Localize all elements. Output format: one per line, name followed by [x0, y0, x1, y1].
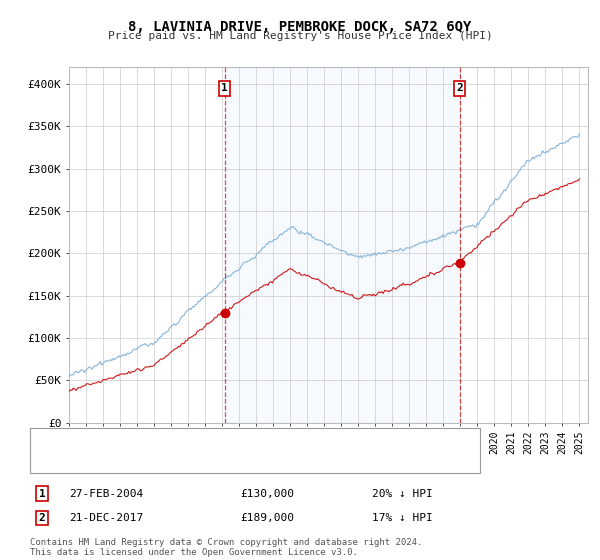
Text: Price paid vs. HM Land Registry's House Price Index (HPI): Price paid vs. HM Land Registry's House … — [107, 31, 493, 41]
Bar — [225, 67, 460, 423]
Text: £130,000: £130,000 — [240, 489, 294, 499]
Text: 20% ↓ HPI: 20% ↓ HPI — [372, 489, 433, 499]
Text: HPI: Average price, detached house, Pembrokeshire: HPI: Average price, detached house, Pemb… — [93, 456, 399, 466]
Text: 8, LAVINIA DRIVE, PEMBROKE DOCK, SA72 6QY: 8, LAVINIA DRIVE, PEMBROKE DOCK, SA72 6Q… — [128, 20, 472, 34]
Text: 17% ↓ HPI: 17% ↓ HPI — [372, 513, 433, 523]
Text: 27-FEB-2004: 27-FEB-2004 — [69, 489, 143, 499]
Text: 2: 2 — [457, 83, 463, 94]
Text: £189,000: £189,000 — [240, 513, 294, 523]
Text: 21-DEC-2017: 21-DEC-2017 — [69, 513, 143, 523]
Text: Contains HM Land Registry data © Crown copyright and database right 2024.
This d: Contains HM Land Registry data © Crown c… — [30, 538, 422, 557]
Text: 8, LAVINIA DRIVE, PEMBROKE DOCK, SA72 6QY (detached house): 8, LAVINIA DRIVE, PEMBROKE DOCK, SA72 6Q… — [93, 436, 455, 446]
Text: 1: 1 — [221, 83, 228, 94]
Text: 2: 2 — [38, 513, 46, 523]
Text: 1: 1 — [38, 489, 46, 499]
